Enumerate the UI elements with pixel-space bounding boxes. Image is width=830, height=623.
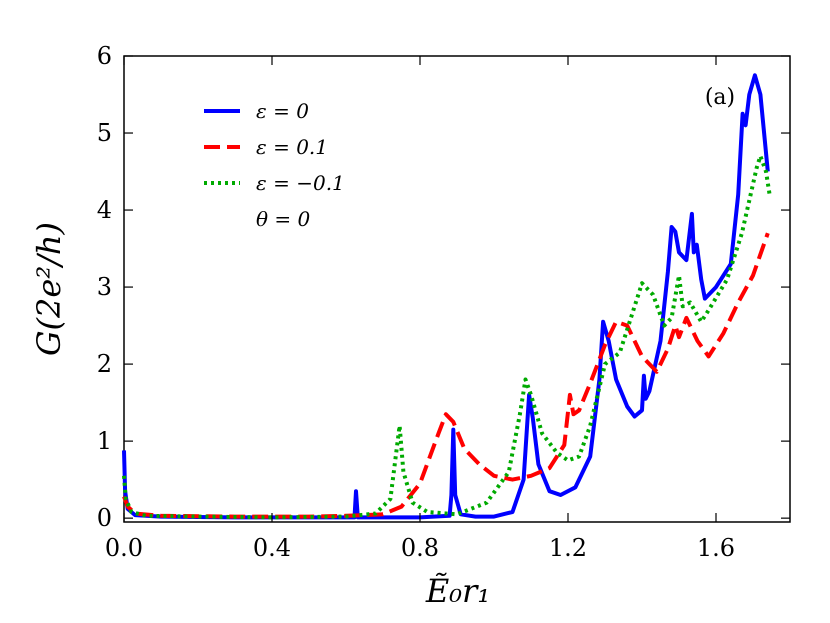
y-tick-label: 1 bbox=[97, 427, 112, 455]
legend-theta-note: θ = 0 bbox=[256, 207, 311, 231]
series-layer bbox=[122, 73, 772, 520]
y-tick-label: 5 bbox=[97, 119, 112, 147]
y-axis-title: G(2e²/h) bbox=[30, 222, 68, 356]
x-tick-label: 1.6 bbox=[697, 534, 735, 562]
x-tick-label: 0.0 bbox=[105, 534, 143, 562]
tick-layer: 0.0 0.4 0.8 1.2 1.6 0 1 2 3 4 5 6 bbox=[97, 42, 790, 562]
x-tick-label: 0.4 bbox=[253, 534, 291, 562]
y-tick-label: 3 bbox=[97, 273, 112, 301]
y-tick-label: 2 bbox=[97, 350, 112, 378]
x-tick-label: 0.8 bbox=[401, 534, 439, 562]
x-tick-label: 1.2 bbox=[549, 534, 587, 562]
legend-label-eps-neg-0-1: ε = −0.1 bbox=[256, 171, 345, 195]
plot-frame bbox=[123, 55, 791, 523]
y-tick-label: 4 bbox=[97, 196, 112, 224]
x-axis-title: Ẽ₀r₁ bbox=[425, 572, 490, 610]
legend-label-eps-0: ε = 0 bbox=[256, 99, 309, 123]
y-tick-label: 6 bbox=[97, 42, 112, 70]
series-line-eps-0 bbox=[122, 73, 770, 520]
legend: ε = 0 ε = 0.1 ε = −0.1 θ = 0 bbox=[204, 99, 345, 231]
series-line-eps-0-1 bbox=[122, 232, 770, 519]
panel-label: (a) bbox=[705, 85, 735, 110]
y-tick-label: 0 bbox=[97, 504, 112, 532]
legend-label-eps-0-1: ε = 0.1 bbox=[256, 135, 328, 159]
